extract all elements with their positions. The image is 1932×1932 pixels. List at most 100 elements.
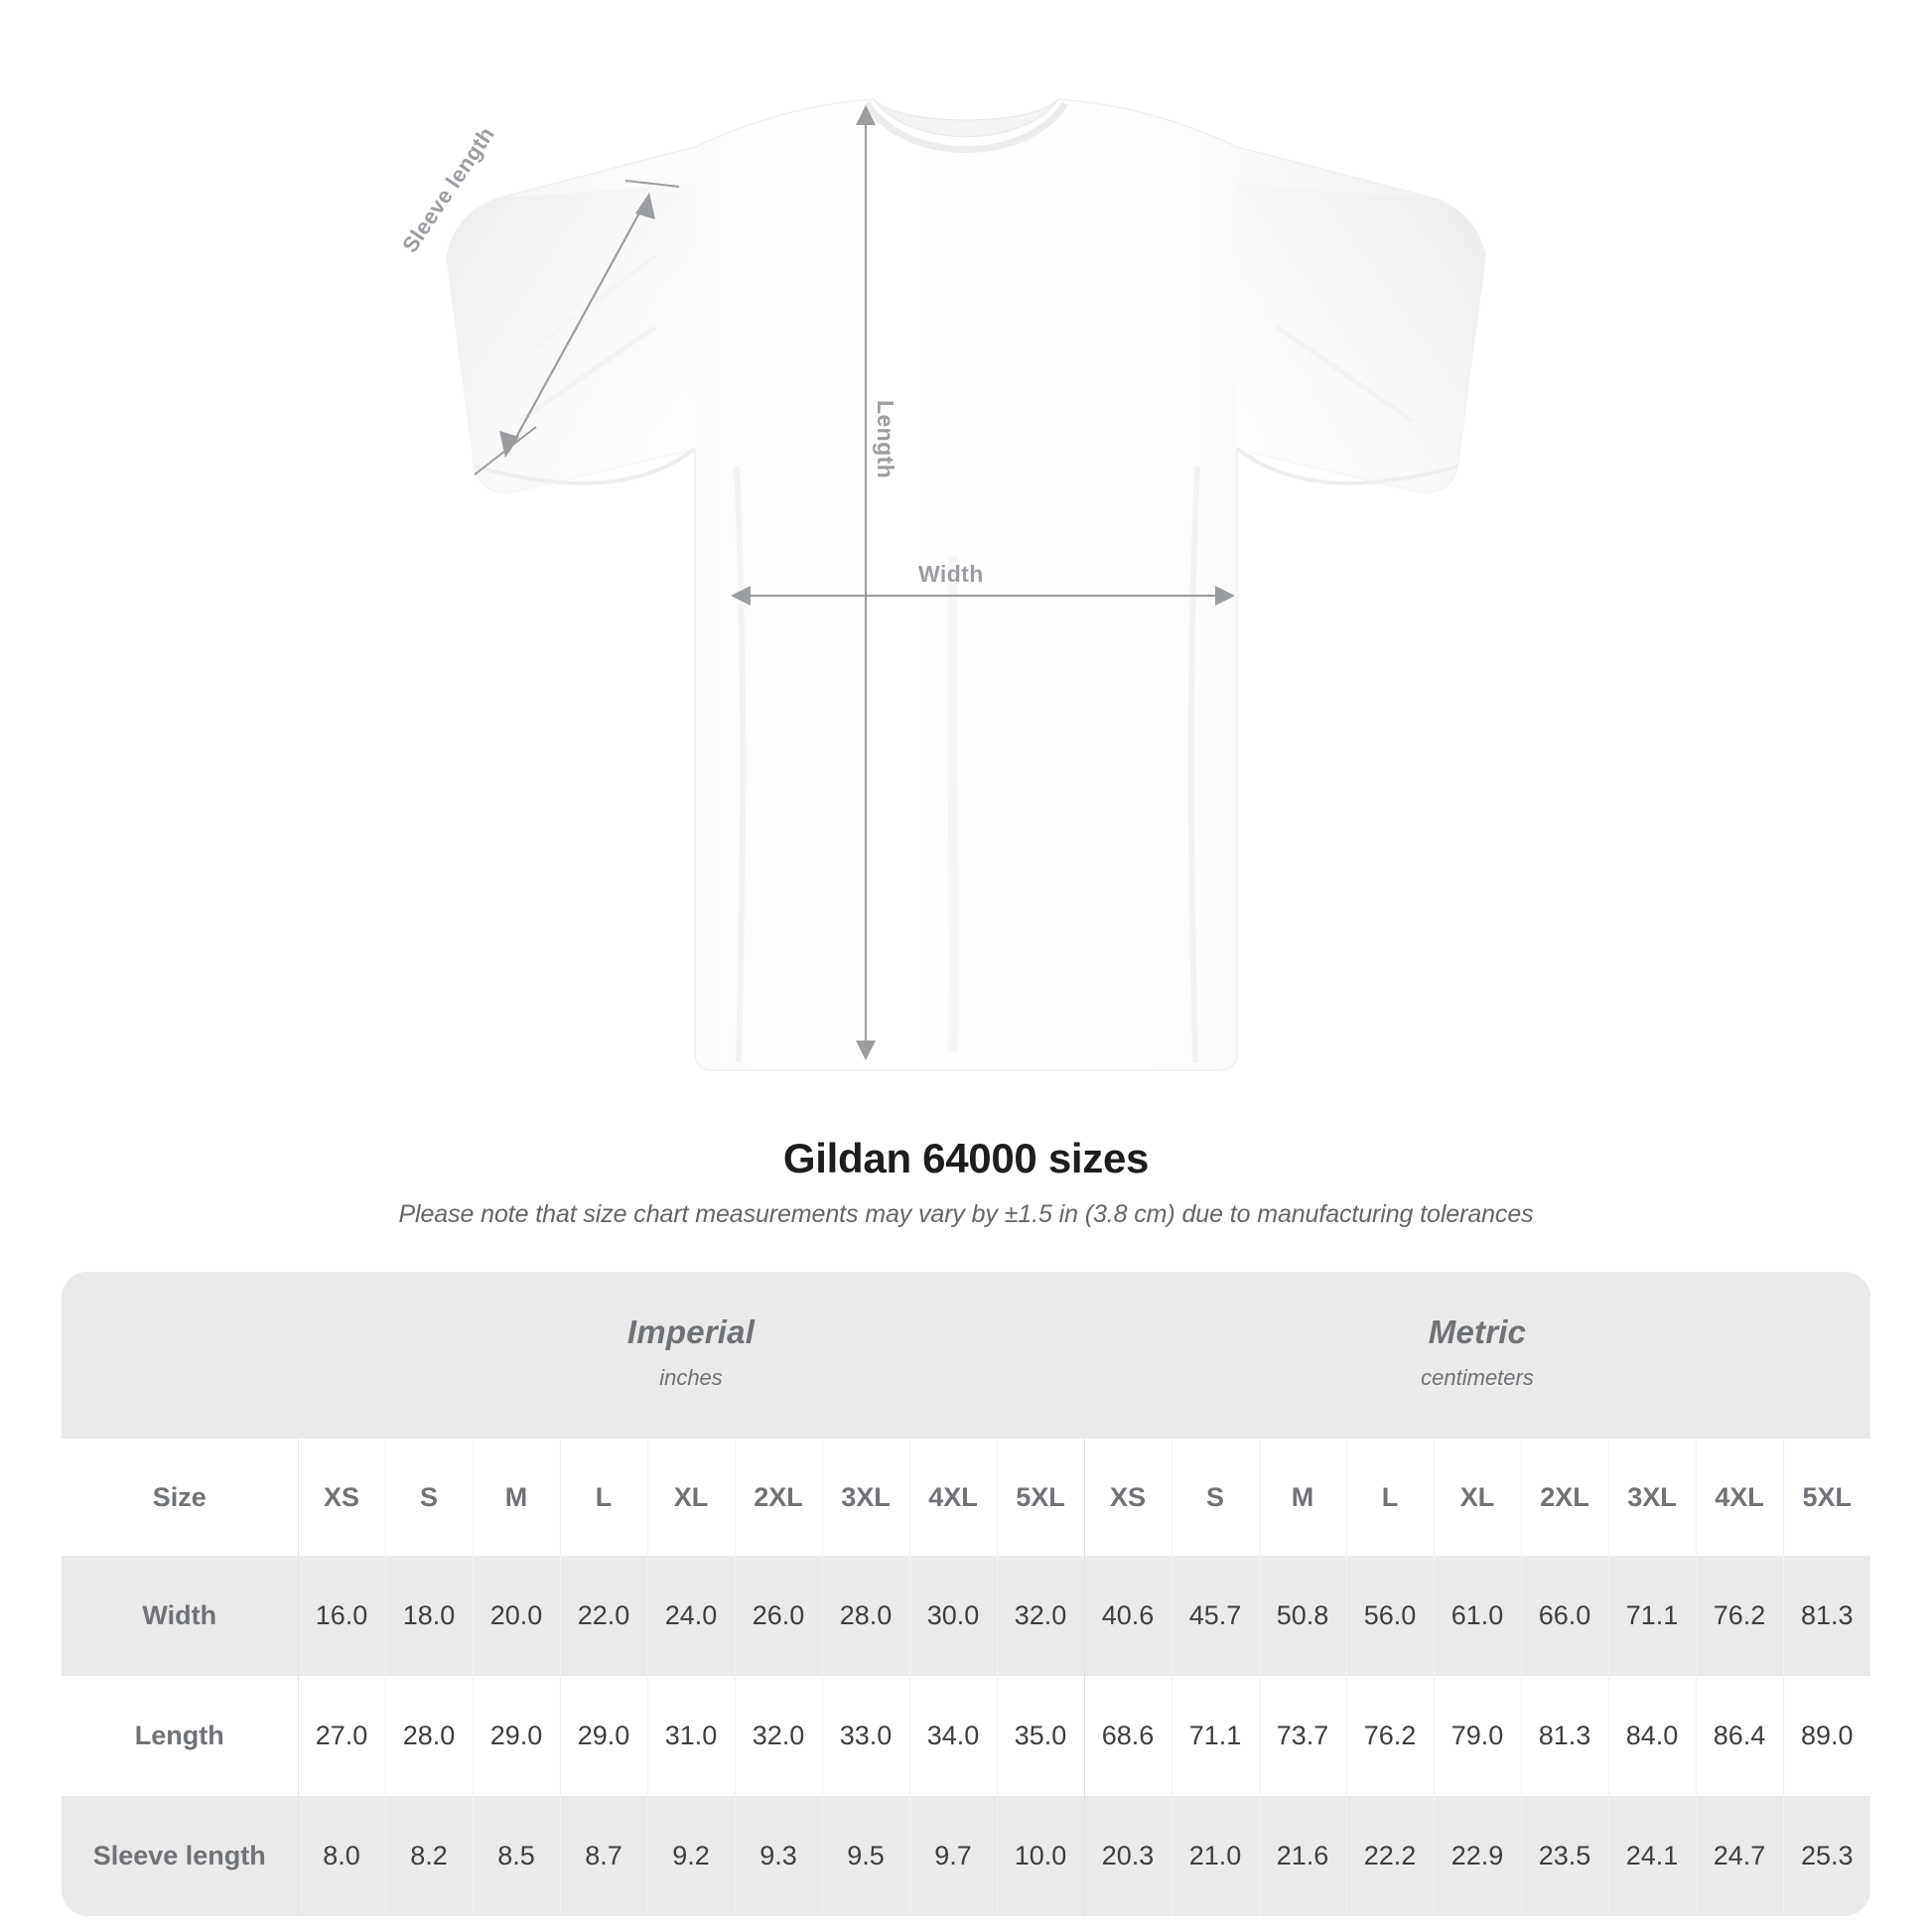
tshirt-svg: [446, 98, 1486, 1071]
unit-group-unit: centimeters: [1421, 1365, 1534, 1390]
measurement-cell: 45.7: [1171, 1556, 1259, 1676]
measurement-cell: 50.8: [1258, 1556, 1346, 1676]
measurement-cell: 22.9: [1433, 1796, 1521, 1916]
measurement-cell: 30.0: [908, 1556, 997, 1676]
column-header-size: S: [384, 1439, 473, 1556]
measurement-cell: 8.5: [472, 1796, 560, 1916]
measurement-cell: 33.0: [821, 1676, 909, 1796]
measurement-cell: 68.6: [1083, 1676, 1172, 1796]
measurement-cell: 21.0: [1171, 1796, 1259, 1916]
table-body: Width 16.0 18.0 20.0 22.0 24.0 26.0 28.0 30.0 32.…: [62, 1556, 1870, 1916]
tshirt-body-shape: [446, 98, 1486, 1071]
measurement-cell: 23.5: [1520, 1796, 1608, 1916]
table-row: Sleeve length 8.0 8.2 8.5 8.7 9.2 9.3 9.5 9.7 10.…: [62, 1796, 1870, 1916]
unit-systems-header: Imperial inches Metric centimeters: [62, 1272, 1870, 1439]
measurement-cell: 24.0: [646, 1556, 735, 1676]
column-header-size: M: [1258, 1439, 1346, 1556]
page-title: Gildan 64000 sizes: [782, 1135, 1150, 1181]
measurement-cell: 24.7: [1695, 1796, 1783, 1916]
measurement-cell: 56.0: [1345, 1556, 1434, 1676]
measurement-cell: 21.6: [1258, 1796, 1346, 1916]
measurement-cell: 73.7: [1258, 1676, 1346, 1796]
measurement-cell: 9.7: [908, 1796, 997, 1916]
measurement-cell: 9.3: [734, 1796, 822, 1916]
measurement-cell: 86.4: [1695, 1676, 1783, 1796]
column-header-size: 4XL: [1695, 1439, 1783, 1556]
column-header-size: 2XL: [734, 1439, 822, 1556]
measurement-cell: 29.0: [472, 1676, 560, 1796]
measurement-cell: 71.1: [1171, 1676, 1259, 1796]
column-header-size: L: [1345, 1439, 1434, 1556]
width-arrow: [731, 586, 1235, 606]
column-header-size: 3XL: [1607, 1439, 1696, 1556]
column-header-size: XL: [1433, 1439, 1521, 1556]
column-header-size: 2XL: [1520, 1439, 1608, 1556]
measurement-cell: 22.0: [559, 1556, 647, 1676]
measurement-cell: 76.2: [1695, 1556, 1783, 1676]
sleeve-arrow: [474, 180, 680, 476]
length-label: Length: [873, 400, 898, 480]
measurement-cell: 25.3: [1782, 1796, 1870, 1916]
measurement-cell: 81.3: [1782, 1556, 1870, 1676]
measurement-cell: 35.0: [996, 1676, 1084, 1796]
measurement-cell: 8.7: [559, 1796, 647, 1916]
column-header-size: S: [1171, 1439, 1259, 1556]
column-header-size: L: [559, 1439, 647, 1556]
unit-header-spacer: [62, 1272, 298, 1439]
table-row: Length 27.0 28.0 29.0 29.0 31.0 32.0 33.0 34.0 35…: [62, 1676, 1870, 1796]
column-header-size: XL: [646, 1439, 735, 1556]
measurement-cell: 9.5: [821, 1796, 909, 1916]
column-header-size: 3XL: [821, 1439, 909, 1556]
tolerance-note: Please note that size chart measurements…: [398, 1200, 1534, 1228]
row-header-size: Size: [62, 1439, 299, 1556]
column-header-size: XS: [297, 1439, 385, 1556]
measurement-cell: 27.0: [297, 1676, 385, 1796]
unit-group-name: Imperial: [626, 1313, 756, 1350]
measurement-cell: 22.2: [1345, 1796, 1434, 1916]
measurement-cell: 8.2: [384, 1796, 473, 1916]
tshirt-illustration: Sleeve length Length Width: [397, 98, 1486, 1071]
unit-group-metric: Metric centimeters: [1084, 1272, 1870, 1439]
measurement-cell: 32.0: [996, 1556, 1084, 1676]
measurement-cell: 34.0: [908, 1676, 997, 1796]
measurement-cell: 10.0: [996, 1796, 1084, 1916]
measurement-cell: 20.3: [1083, 1796, 1172, 1916]
column-header-size: M: [472, 1439, 560, 1556]
column-header-size: 4XL: [908, 1439, 997, 1556]
row-header-length: Length: [62, 1676, 299, 1796]
measurement-cell: 71.1: [1607, 1556, 1696, 1676]
measurement-cell: 32.0: [734, 1676, 822, 1796]
measurement-cell: 24.1: [1607, 1796, 1696, 1916]
unit-group-name: Metric: [1428, 1313, 1527, 1350]
measurement-cell: 79.0: [1433, 1676, 1521, 1796]
measurement-cell: 18.0: [384, 1556, 473, 1676]
measurement-cell: 29.0: [559, 1676, 647, 1796]
unit-group-imperial: Imperial inches: [298, 1272, 1084, 1439]
measurements-table: Size XS S M L XL 2XL 3XL 4XL 5XL XS S M L XL 2XL 3XL 4XL…: [62, 1439, 1870, 1916]
measurement-cell: 76.2: [1345, 1676, 1434, 1796]
size-chart-table: Imperial inches Metric centimeters Size …: [62, 1272, 1870, 1916]
measurement-cell: 84.0: [1607, 1676, 1696, 1796]
measurement-cell: 26.0: [734, 1556, 822, 1676]
measurement-cell: 28.0: [821, 1556, 909, 1676]
width-label: Width: [918, 561, 984, 587]
length-arrow: [856, 105, 876, 1060]
measurement-cell: 40.6: [1083, 1556, 1172, 1676]
column-header-size: 5XL: [1782, 1439, 1870, 1556]
measurement-cell: 31.0: [646, 1676, 735, 1796]
measurement-cell: 16.0: [297, 1556, 385, 1676]
measurement-cell: 9.2: [646, 1796, 735, 1916]
row-header-width: Width: [62, 1556, 299, 1676]
column-header-size: 5XL: [996, 1439, 1084, 1556]
measurement-cell: 20.0: [472, 1556, 560, 1676]
measurement-cell: 61.0: [1433, 1556, 1521, 1676]
measurement-cell: 66.0: [1520, 1556, 1608, 1676]
measurement-cell: 89.0: [1782, 1676, 1870, 1796]
measurement-cell: 8.0: [297, 1796, 385, 1916]
table-row: Width 16.0 18.0 20.0 22.0 24.0 26.0 28.0 30.0 32.…: [62, 1556, 1870, 1676]
measurement-cell: 28.0: [384, 1676, 473, 1796]
unit-group-unit: inches: [659, 1365, 723, 1390]
table-head: Size XS S M L XL 2XL 3XL 4XL 5XL XS S M L XL 2XL 3XL 4XL…: [62, 1439, 1870, 1556]
measurement-cell: 81.3: [1520, 1676, 1608, 1796]
